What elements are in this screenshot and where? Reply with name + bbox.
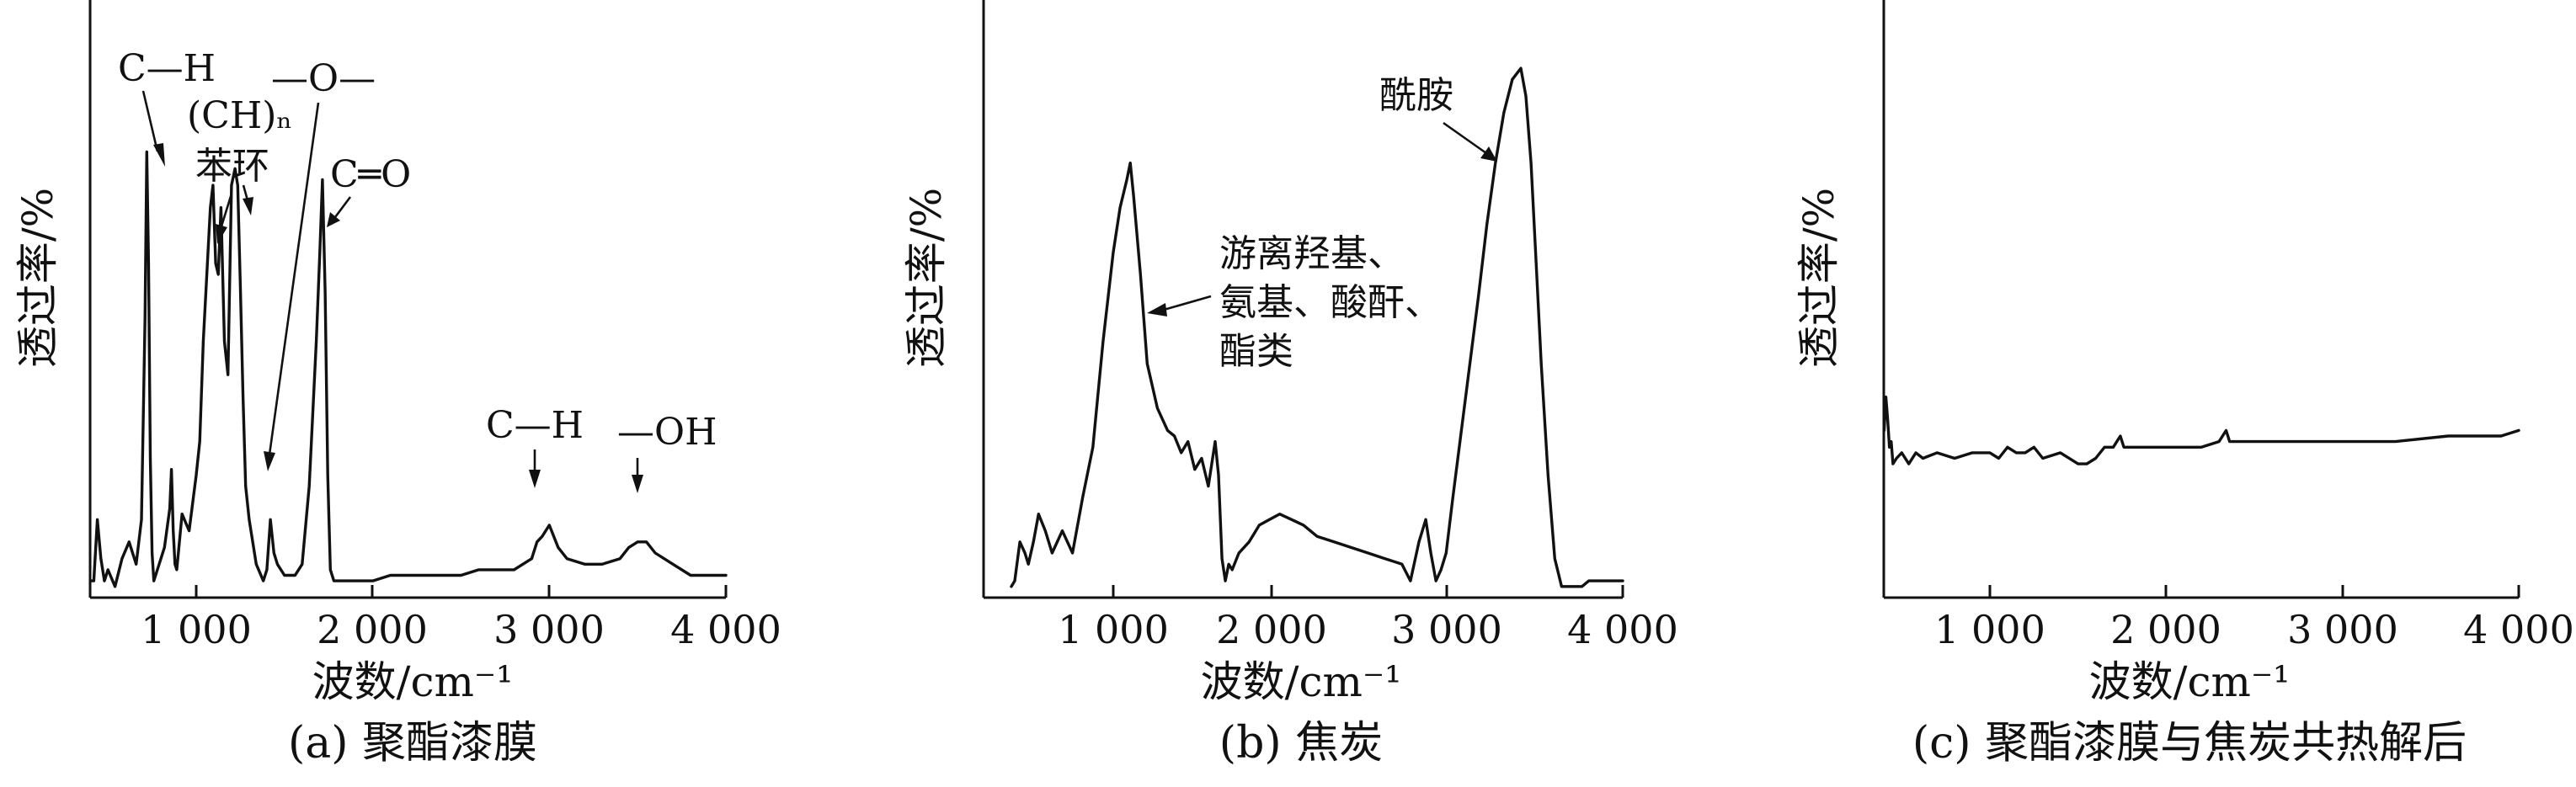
panel-caption: (b) 焦炭	[1219, 718, 1383, 768]
peak-label-carbonyl: C═O	[330, 153, 411, 196]
x-tick-label: 1 000	[1934, 607, 2045, 652]
arrow-benzene-ring	[242, 184, 249, 201]
spectrum-line-a	[88, 150, 728, 588]
arrow-head	[1480, 146, 1497, 162]
spectrum-line-b	[1010, 66, 1624, 588]
y-axis-label: 透过率/%	[13, 188, 62, 368]
arrow-head	[529, 470, 541, 488]
annotation-line-1: 游离羟基、	[1219, 232, 1405, 275]
panel-b: 透过率/% 1 000 2 000 3 000 4 000 波数/cm⁻¹ (b…	[902, 0, 1678, 768]
arrow-hydroxyl-group	[1163, 295, 1212, 311]
panel-caption: (a) 聚酯漆膜	[288, 718, 537, 768]
arrow-head	[264, 451, 275, 471]
peak-label-amide: 酰胺	[1379, 74, 1453, 117]
arrow-head	[153, 143, 165, 167]
x-tick-label: 1 000	[141, 607, 252, 652]
x-tick-label: 3 000	[2287, 607, 2398, 652]
x-tick-label: 3 000	[493, 607, 605, 652]
peak-label-hydroxyl: —OH	[617, 411, 717, 454]
arrow-carbonyl	[333, 196, 352, 218]
x-tick-label: 2 000	[2110, 607, 2221, 652]
spectrum-line-c	[1882, 396, 2520, 465]
arrow-ether	[268, 102, 320, 455]
annotation-line-2: 氨基、酸酐、	[1219, 281, 1442, 324]
arrow-head	[243, 197, 253, 215]
y-axis-label: 透过率/%	[902, 188, 951, 368]
arrow-head	[1147, 303, 1167, 316]
x-tick-label: 1 000	[1058, 607, 1169, 652]
x-axis-label: 波数/cm⁻¹	[1201, 657, 1402, 706]
peak-label-ch-n: (CH)ₙ	[187, 94, 292, 137]
panel-a: 透过率/% 1 000 2 000 3 000 4 000 波数/cm⁻¹ (a…	[13, 0, 781, 768]
x-tick-label: 2 000	[317, 607, 428, 652]
x-tick-label: 3 000	[1391, 607, 1502, 652]
arrow-head	[327, 212, 340, 227]
peak-label-ether: —O—	[271, 57, 376, 100]
x-tick-label: 4 000	[1567, 607, 1678, 652]
x-tick-label: 4 000	[670, 607, 781, 652]
y-axis-label: 透过率/%	[1795, 188, 1843, 368]
arrow-ch-aromatic	[141, 90, 159, 152]
arrow-head	[216, 224, 227, 244]
peak-label-benzene-ring: 苯环	[195, 145, 269, 188]
panel-caption: (c) 聚酯漆膜与焦炭共热解后	[1912, 718, 2467, 768]
arrow-head	[632, 475, 643, 493]
peak-label-ch-aliphatic: C—H	[486, 404, 584, 447]
x-tick-label: 4 000	[2463, 607, 2574, 652]
panel-c: 透过率/% 1 000 2 000 3 000 4 000 波数/cm⁻¹ (c…	[1795, 0, 2574, 768]
peak-label-ch-aromatic: C—H	[118, 47, 216, 90]
x-axis-label: 波数/cm⁻¹	[2089, 657, 2291, 706]
arrow-ch-n	[219, 193, 233, 230]
annotation-line-3: 酯类	[1219, 330, 1293, 373]
x-axis-label: 波数/cm⁻¹	[312, 657, 514, 706]
arrow-amide	[1443, 121, 1487, 155]
x-tick-label: 2 000	[1216, 607, 1327, 652]
